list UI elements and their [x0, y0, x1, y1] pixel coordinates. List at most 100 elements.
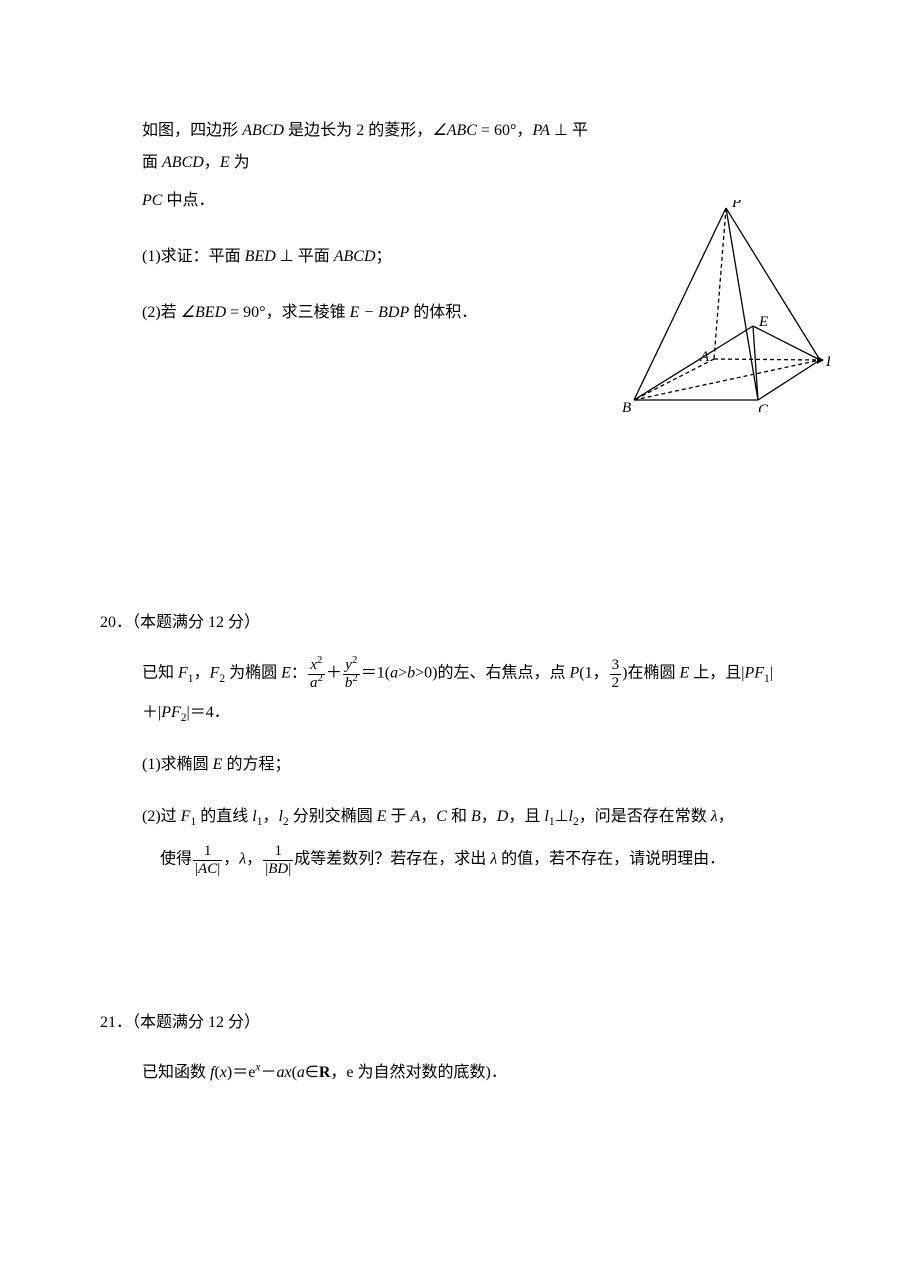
perp: ⊥: [276, 248, 298, 265]
q19-given-line2: PC 中点．: [142, 185, 588, 217]
a: a: [390, 665, 398, 682]
frac-3-2: 32: [610, 657, 622, 691]
q21-given: 已知函数 f(x)＝ex－ax(a∈R，e 为自然对数的底数)．: [142, 1057, 815, 1089]
p-open: (1，: [579, 665, 608, 682]
svg-text:A: A: [699, 349, 710, 365]
num: y: [345, 657, 352, 673]
eq1: ＝1(: [361, 665, 390, 682]
q19-part2: (2)若 ∠BED = 90°，求三棱锥 E − BDP 的体积．: [142, 297, 588, 329]
text: 的左、右焦点，点: [438, 665, 570, 682]
f1b: F: [181, 808, 191, 825]
svg-text:D: D: [825, 354, 830, 370]
in: ∈: [305, 1064, 319, 1081]
bar: |: [770, 665, 773, 682]
text: 平面: [298, 248, 334, 265]
text: (1)求证：平面: [142, 248, 245, 265]
angle-bed: ∠BED: [181, 304, 226, 321]
num: x: [310, 657, 317, 673]
q19-figure: PEABCD: [598, 200, 830, 417]
text: 的值，若不存在，请说明理由．: [497, 851, 725, 868]
e-var3: E: [213, 756, 223, 773]
abcd2: ABCD: [162, 154, 204, 171]
text: 是边长为: [284, 122, 356, 139]
q20-part1: (1)求椭圆 E 的方程；: [142, 749, 815, 781]
num: 1: [263, 843, 293, 860]
pyramid-diagram: PEABCD: [598, 200, 830, 412]
text: 上，且|: [689, 665, 744, 682]
p: P: [570, 665, 580, 682]
frac-1-ac: 1|AC|: [193, 843, 222, 877]
minus: －: [260, 1064, 276, 1081]
sup: 2: [317, 654, 322, 666]
sep5: ，: [223, 851, 239, 868]
midpoint: 中点．: [162, 192, 214, 209]
text: 为椭圆: [225, 665, 281, 682]
num: 3: [610, 657, 622, 674]
text: 的体积．: [409, 304, 477, 321]
q21-head: 21．（本题满分 12 分）: [100, 1007, 825, 1039]
B: B: [471, 808, 481, 825]
text: 的方程；: [222, 756, 290, 773]
sep1: ，: [194, 665, 210, 682]
text: (1)求椭圆: [142, 756, 213, 773]
q20-part2: (2)过 F1 的直线 l1，l2 分别交椭圆 E 于 A，C 和 B，D，且 …: [142, 801, 815, 833]
ac: AC: [198, 861, 217, 877]
q19-text: 如图，四边形 ABCD 是边长为 2 的菱形，∠ABC = 60°，PA ⊥ 平…: [142, 115, 588, 329]
q20-given: 已知 F1，F2 为椭圆 E：x2a2＋y2b2＝1(a>b>0)的左、右焦点，…: [142, 657, 815, 691]
text: (2)若: [142, 304, 181, 321]
e: E: [220, 154, 230, 171]
bed: BED: [245, 248, 276, 265]
text: 使得: [160, 851, 192, 868]
sep6: ，: [246, 851, 262, 868]
text: |＝4．: [187, 704, 230, 721]
gt: >: [398, 665, 407, 682]
angle-abc: ∠ABC: [432, 122, 477, 139]
text: 分别交椭圆: [289, 808, 377, 825]
sep4: ，: [481, 808, 497, 825]
eq: ＝e: [232, 1064, 255, 1081]
text: ，e 为自然对数的底数)．: [330, 1064, 506, 1081]
text: 成等差数列？若存在，求出: [294, 851, 490, 868]
gt0: >0): [415, 665, 437, 682]
abcd3: ABCD: [334, 248, 376, 265]
frac-x2a2: x2a2: [308, 657, 325, 691]
f1: F: [178, 665, 188, 682]
and: 和: [447, 808, 471, 825]
R: R: [319, 1064, 331, 1081]
sup: 2: [352, 654, 357, 666]
lam: λ: [711, 808, 718, 825]
e-var: E: [281, 665, 291, 682]
svg-text:B: B: [622, 400, 631, 412]
sup: 2: [352, 672, 357, 684]
colon: ：: [291, 665, 307, 682]
text: ，: [718, 808, 734, 825]
A: A: [411, 808, 421, 825]
bar: |: [217, 861, 220, 877]
angle-val: 90°: [243, 304, 265, 321]
text: ，问是否存在常数: [579, 808, 711, 825]
frac-1-bd: 1|BD|: [263, 843, 293, 877]
num: 1: [193, 843, 222, 860]
q20-part2-l2: 使得1|AC|，λ，1|BD|成等差数列？若存在，求出 λ 的值，若不存在，请说…: [160, 843, 815, 877]
C: C: [436, 808, 447, 825]
bd: BD: [268, 861, 288, 877]
frac-y2b2: y2b2: [343, 657, 360, 691]
svg-text:C: C: [758, 402, 769, 412]
q20-head: 20．（本题满分 12 分）: [100, 607, 825, 639]
svg-text:E: E: [758, 314, 768, 330]
plus: ＋: [326, 665, 342, 682]
text: ，求三棱锥: [266, 304, 350, 321]
text: 如图，四边形: [142, 122, 242, 139]
ebdp: E − BDP: [350, 304, 410, 321]
q19-given: 如图，四边形 ABCD 是边长为 2 的菱形，∠ABC = 60°，PA ⊥ 平…: [142, 115, 588, 179]
text: 的直线: [196, 808, 252, 825]
semi: ；: [376, 248, 392, 265]
comma: ，: [204, 154, 220, 171]
text: 在椭圆: [627, 665, 679, 682]
eq: =: [226, 304, 243, 321]
den: 2: [610, 674, 622, 692]
q19-row: 如图，四边形 ABCD 是边长为 2 的菱形，∠ABC = 60°，PA ⊥ 平…: [142, 115, 815, 417]
q19-part1: (1)求证：平面 BED ⊥ 平面 ABCD；: [142, 241, 588, 273]
pc: PC: [142, 192, 162, 209]
text: 的菱形，: [364, 122, 432, 139]
